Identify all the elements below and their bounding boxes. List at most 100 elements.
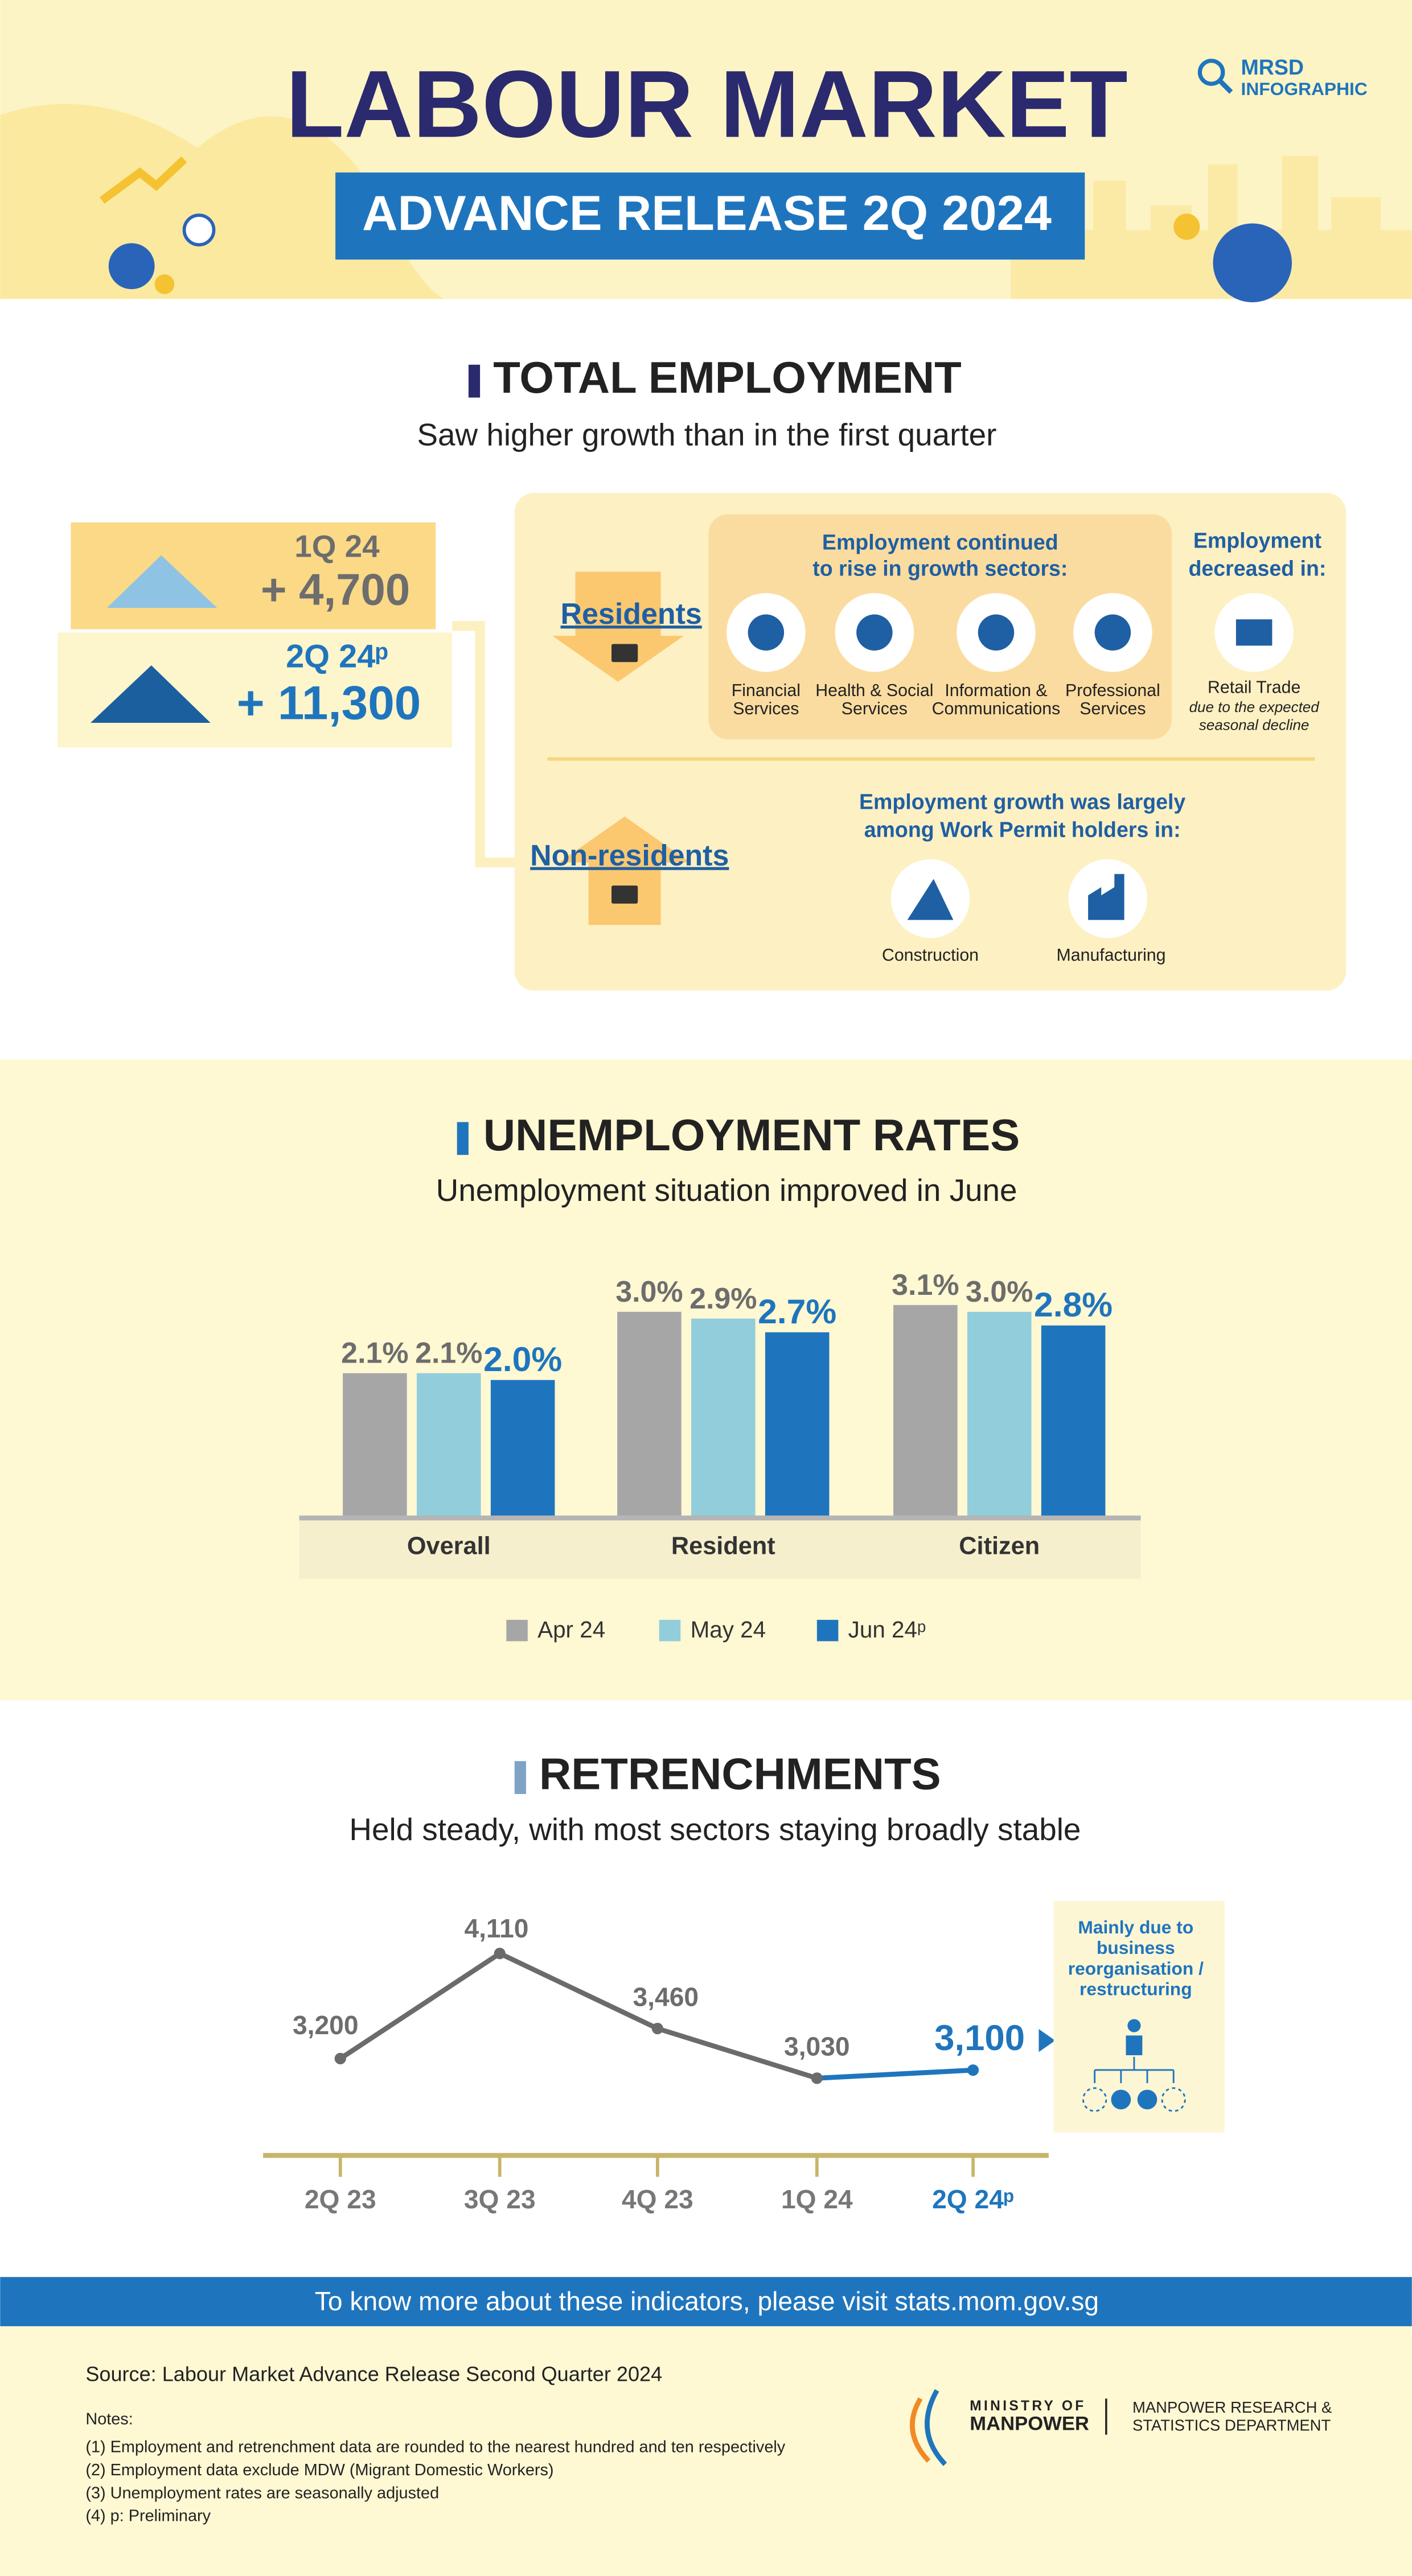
point <box>967 2064 979 2076</box>
sector-icon <box>978 614 1015 651</box>
heading-marker <box>468 364 481 398</box>
bar <box>343 1373 407 1517</box>
value-label: 3,030 <box>784 2032 850 2061</box>
bar <box>967 1311 1032 1517</box>
group-heading: to rise in growth sectors: <box>812 557 1068 581</box>
org-icon <box>1137 2089 1157 2110</box>
x-tick-label: 1Q 24 <box>781 2184 853 2214</box>
employment-change: + 11,300 <box>237 676 421 729</box>
bar <box>490 1380 555 1517</box>
quarter-label: 2Q 24ᵖ <box>286 639 388 675</box>
title: LABOUR MARKET <box>286 51 1128 157</box>
section-heading: UNEMPLOYMENT RATES <box>483 1110 1020 1160</box>
employment-change: + 4,700 <box>261 565 410 615</box>
group-label[interactable]: Non-residents <box>530 839 729 872</box>
pie-icon <box>1213 223 1292 303</box>
annotation: restructuring <box>1079 1978 1192 1999</box>
section-subheading: Saw higher growth than in the first quar… <box>417 417 996 452</box>
value-label: 3,460 <box>633 1982 699 2011</box>
footer-background <box>0 2326 1412 2576</box>
decline-note: seasonal decline <box>1199 717 1309 734</box>
org-icon <box>1082 2087 1186 2112</box>
subtitle: ADVANCE RELEASE 2Q 2024 <box>362 186 1052 241</box>
group-heading: among Work Permit holders in: <box>864 817 1181 841</box>
down-arrow <box>552 571 684 682</box>
subtitle-box <box>335 172 1085 260</box>
x-tick-label: 4Q 23 <box>622 2184 693 2214</box>
annotation: Mainly due to <box>1078 1917 1193 1937</box>
bar <box>691 1318 756 1517</box>
logo-mark <box>910 2397 931 2463</box>
quarter-box <box>71 522 436 629</box>
x-tick-label: 3Q 23 <box>464 2184 536 2214</box>
note: (3) Unemployment rates are seasonally ad… <box>85 2484 439 2502</box>
department-name: MANPOWER RESEARCH & <box>1132 2398 1332 2416</box>
value-label: 2.9% <box>689 1282 757 1315</box>
department-name: STATISTICS DEPARTMENT <box>1132 2417 1331 2434</box>
growth-box <box>708 514 1172 739</box>
sector-label: Construction <box>882 946 979 965</box>
annotation: reorganisation / <box>1068 1958 1204 1978</box>
value-label: 4,110 <box>464 1914 528 1943</box>
org-icon <box>1127 2019 1141 2032</box>
badge-icon <box>1217 79 1233 94</box>
value-label: 3.1% <box>892 1269 959 1302</box>
annotation: business <box>1097 1937 1175 1958</box>
section-subheading: Held steady, with most sectors staying b… <box>349 1812 1081 1847</box>
org-icon <box>1094 2056 1175 2084</box>
sector-label: Services <box>842 699 908 718</box>
x-tick-label: Citizen <box>959 1533 1040 1560</box>
line-highlight <box>816 2067 974 2081</box>
quarter-box <box>58 632 453 748</box>
group-label[interactable]: Residents <box>561 598 702 631</box>
money-bag <box>108 243 155 290</box>
up-arrow <box>559 816 691 925</box>
legend-swatch <box>816 1620 839 1641</box>
group-heading: Employment growth was largely <box>859 789 1185 813</box>
sector-label: Services <box>1079 699 1146 718</box>
sector-label: Manufacturing <box>1057 946 1166 965</box>
point <box>494 1948 506 1960</box>
growth-arrow <box>99 156 187 204</box>
bar <box>416 1373 481 1517</box>
legend-swatch <box>506 1620 528 1641</box>
line <box>339 1950 818 2081</box>
bar <box>1041 1325 1106 1517</box>
value-label: 2.1% <box>415 1337 482 1370</box>
pointer <box>1039 2029 1056 2052</box>
bar <box>617 1311 682 1517</box>
logo-mark <box>925 2389 947 2466</box>
section-subheading: Unemployment situation improved in June <box>436 1172 1017 1208</box>
badge: INFOGRAPHIC <box>1241 79 1368 99</box>
value-label: 2.0% <box>483 1340 562 1378</box>
value-label: 3.0% <box>615 1275 683 1308</box>
banner-text[interactable]: To know more about these indicators, ple… <box>315 2286 1099 2316</box>
badge: MRSD <box>1241 55 1304 79</box>
legend-label: Jun 24ᵖ <box>848 1616 926 1643</box>
badge-icon <box>1197 59 1225 86</box>
sector-label: Communications <box>932 699 1061 718</box>
quarter-label: 1Q 24 <box>294 529 380 564</box>
sector-icon <box>1236 619 1273 646</box>
legend-swatch <box>659 1620 681 1641</box>
section-heading: RETRENCHMENTS <box>539 1749 941 1799</box>
header-hill <box>0 104 444 299</box>
ministry-name: MANPOWER <box>970 2413 1089 2435</box>
sector-label: Health & Social <box>815 681 933 700</box>
sector-label: Retail Trade <box>1208 678 1300 697</box>
sector-label: Professional <box>1065 681 1160 700</box>
up-triangle <box>106 555 217 608</box>
value-label: 3,200 <box>293 2010 359 2040</box>
source: Source: Labour Market Advance Release Se… <box>85 2362 662 2385</box>
x-tick-label: Overall <box>407 1533 491 1560</box>
point <box>651 2023 663 2035</box>
sector-label: Services <box>733 699 799 718</box>
value-label: 3.0% <box>966 1275 1033 1308</box>
org-icon <box>1126 2035 1143 2055</box>
briefcase <box>611 644 638 662</box>
sector-icon <box>748 614 785 651</box>
value-label: 2.1% <box>341 1337 408 1370</box>
banner-background <box>0 2277 1412 2327</box>
point <box>811 2072 823 2084</box>
